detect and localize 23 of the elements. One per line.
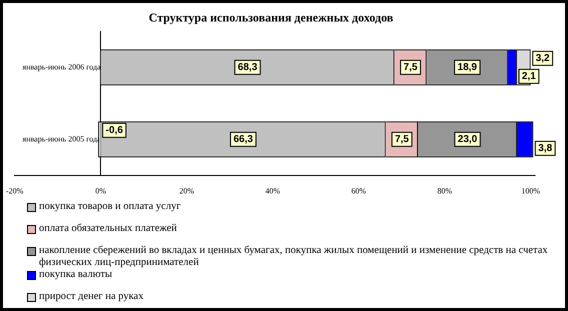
data-label: 66,3 bbox=[233, 134, 254, 146]
legend-label: покупка валюты bbox=[39, 269, 112, 281]
legend-label: прирост денег на руках bbox=[39, 291, 144, 303]
x-tick-label: 80% bbox=[437, 186, 452, 196]
x-tick-label: 60% bbox=[351, 186, 366, 196]
x-tick-label: 0% bbox=[95, 186, 106, 196]
x-tick-label: -20% bbox=[6, 186, 24, 196]
legend-label: оплата обязательных платежей bbox=[39, 223, 177, 235]
data-label: 2,1 bbox=[522, 71, 536, 82]
data-label: 3,2 bbox=[536, 53, 550, 64]
chart-title: Структура использования денежных доходов bbox=[148, 10, 394, 24]
legend-label: покупка товаров и оплата услуг bbox=[39, 201, 181, 213]
x-tick-label: 20% bbox=[179, 186, 194, 196]
x-tick-label: 100% bbox=[521, 186, 540, 196]
data-label: 3,8 bbox=[538, 143, 553, 154]
data-label: 7,5 bbox=[394, 134, 410, 146]
data-label: 68,3 bbox=[238, 62, 258, 74]
x-tick-label: 40% bbox=[265, 186, 280, 196]
y-tick-label: январь-июнь 2006 года bbox=[22, 62, 102, 72]
data-label: -0,6 bbox=[106, 125, 124, 136]
data-label: 23,0 bbox=[458, 134, 478, 146]
data-label: 18,9 bbox=[458, 62, 478, 74]
data-label: 7,5 bbox=[404, 62, 418, 74]
